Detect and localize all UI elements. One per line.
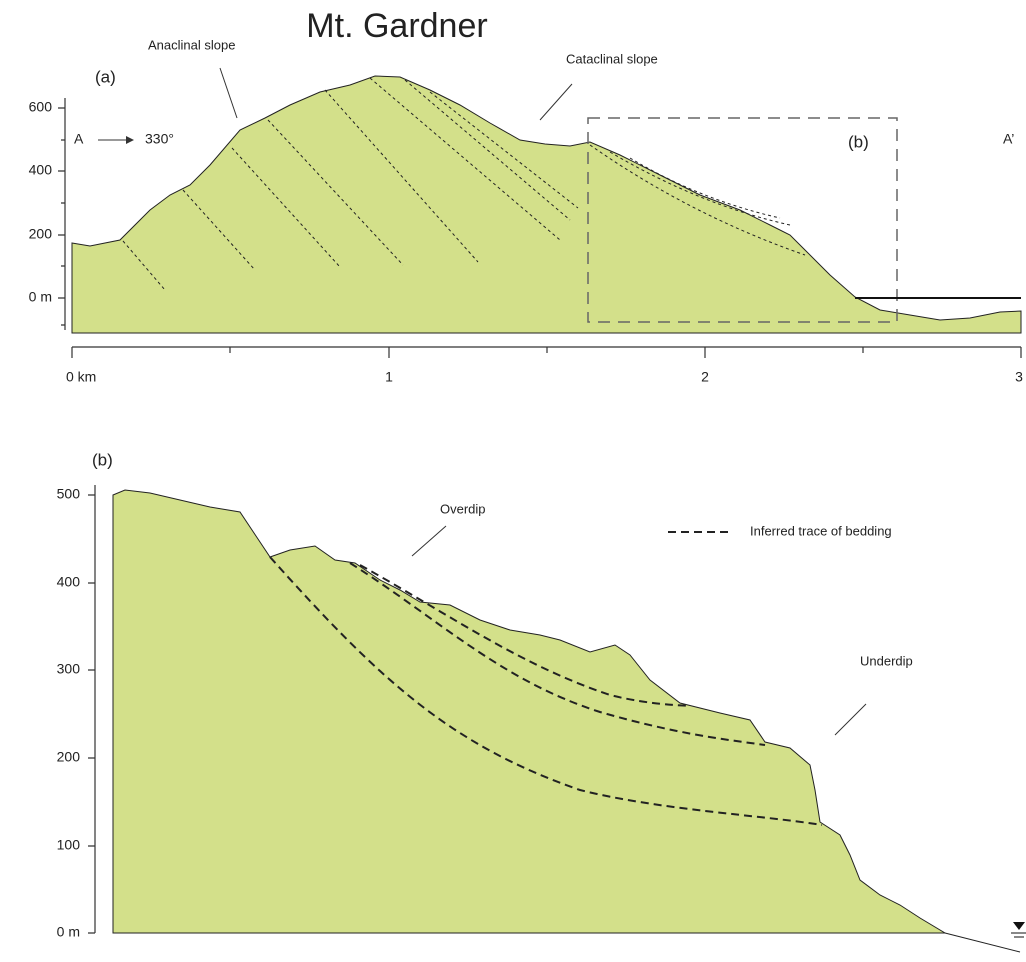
y-tick-label: 100 <box>57 837 81 853</box>
panel-label: (b) <box>92 450 113 469</box>
title: Mt. Gardner <box>306 7 487 45</box>
x-tick-label: 1 <box>385 369 393 385</box>
annotation: Cataclinal slope <box>566 51 658 66</box>
leader <box>219 67 238 119</box>
profile-a <box>71 75 1022 334</box>
annotation: (b) <box>848 132 869 151</box>
y-tick-label: 400 <box>29 162 53 178</box>
annotation: Overdip <box>440 501 486 516</box>
panel-label: (a) <box>95 67 116 86</box>
x-tick-label: 2 <box>701 369 709 385</box>
y-tick-label: 200 <box>29 226 53 242</box>
annotation: A <box>74 131 84 147</box>
water-line <box>944 932 1021 953</box>
bedding-a <box>122 77 806 291</box>
inset-box <box>587 117 898 323</box>
y-tick-label: 500 <box>57 486 81 502</box>
y-tick-label: 300 <box>57 661 81 677</box>
arrow-head <box>126 136 134 144</box>
y-tick-label: 0 m <box>57 924 80 940</box>
leader <box>539 83 573 121</box>
y-axis-a <box>58 98 66 330</box>
leader <box>834 703 867 736</box>
bedding-b <box>269 556 823 826</box>
y-tick-label: 200 <box>57 749 81 765</box>
water-symbol <box>1011 922 1026 938</box>
leader <box>411 525 447 557</box>
x-tick-label: 3 <box>1015 369 1023 385</box>
annotation: Underdip <box>860 653 913 668</box>
annotation: A’ <box>1003 131 1014 147</box>
y-tick-label: 0 m <box>29 289 52 305</box>
legend-label: Inferred trace of bedding <box>750 523 892 538</box>
y-tick-label: 400 <box>57 574 81 590</box>
y-axis-b <box>88 485 96 934</box>
x-axis-a <box>71 346 1022 358</box>
profile-b <box>112 489 947 934</box>
annotation: Anaclinal slope <box>148 37 235 52</box>
x-tick-label: 0 km <box>66 369 96 385</box>
annotation: 330° <box>145 131 174 147</box>
y-tick-label: 600 <box>29 99 53 115</box>
